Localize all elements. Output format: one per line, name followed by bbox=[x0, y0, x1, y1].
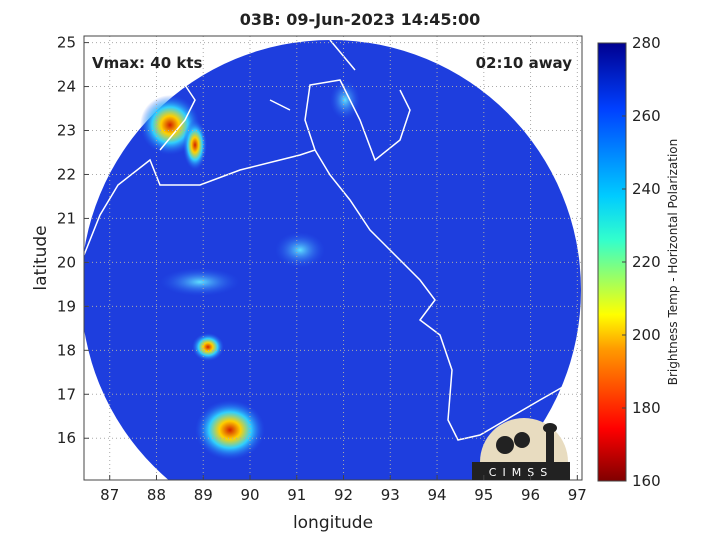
y-tick-label: 16 bbox=[57, 429, 76, 447]
y-tick-label: 23 bbox=[57, 122, 76, 140]
y-tick-label: 17 bbox=[57, 385, 76, 403]
colorbar bbox=[597, 42, 627, 482]
x-tick-label: 87 bbox=[100, 486, 119, 504]
colorbar-tick-label: 200 bbox=[632, 326, 661, 344]
x-tick-label: 97 bbox=[568, 486, 587, 504]
x-label: longitude bbox=[293, 513, 373, 533]
plot-frame bbox=[83, 35, 583, 481]
x-tick-label: 92 bbox=[334, 486, 353, 504]
colorbar-tick-label: 240 bbox=[632, 180, 661, 198]
y-label: latitude bbox=[31, 225, 51, 290]
grid bbox=[84, 36, 582, 480]
x-tick-label: 88 bbox=[147, 486, 166, 504]
x-tick-label: 96 bbox=[521, 486, 540, 504]
colorbar-tick-label: 180 bbox=[632, 399, 661, 417]
x-tick-label: 94 bbox=[427, 486, 446, 504]
x-tick-label: 90 bbox=[240, 486, 259, 504]
colorbar-tick-label: 260 bbox=[632, 107, 661, 125]
title: 03B: 09-Jun-2023 14:45:00 bbox=[240, 10, 480, 29]
colorbar-tick-label: 220 bbox=[632, 253, 661, 271]
y-tick-label: 21 bbox=[57, 209, 76, 227]
y-tick-label: 25 bbox=[57, 34, 76, 52]
logo: CIMSS bbox=[472, 418, 570, 480]
colorbar-label: Brightness Temp - Horizontal Polarizatio… bbox=[666, 139, 680, 386]
vmax: Vmax: 40 kts bbox=[92, 54, 202, 72]
y-tick-label: 19 bbox=[57, 297, 76, 315]
x-tick-label: 93 bbox=[381, 486, 400, 504]
y-tick-label: 24 bbox=[57, 78, 76, 96]
x-tick-label: 89 bbox=[194, 486, 213, 504]
swath bbox=[84, 39, 581, 480]
y-tick-label: 22 bbox=[57, 165, 76, 183]
y-tick-label: 18 bbox=[57, 341, 76, 359]
colorbar-tick-label: 280 bbox=[632, 34, 661, 52]
x-tick-label: 91 bbox=[287, 486, 306, 504]
time-away: 02:10 away bbox=[476, 54, 573, 72]
colorbar-tick-label: 160 bbox=[632, 472, 661, 490]
y-tick-label: 20 bbox=[57, 253, 76, 271]
logo-text: CIMSS bbox=[489, 466, 553, 479]
x-tick-label: 95 bbox=[474, 486, 493, 504]
